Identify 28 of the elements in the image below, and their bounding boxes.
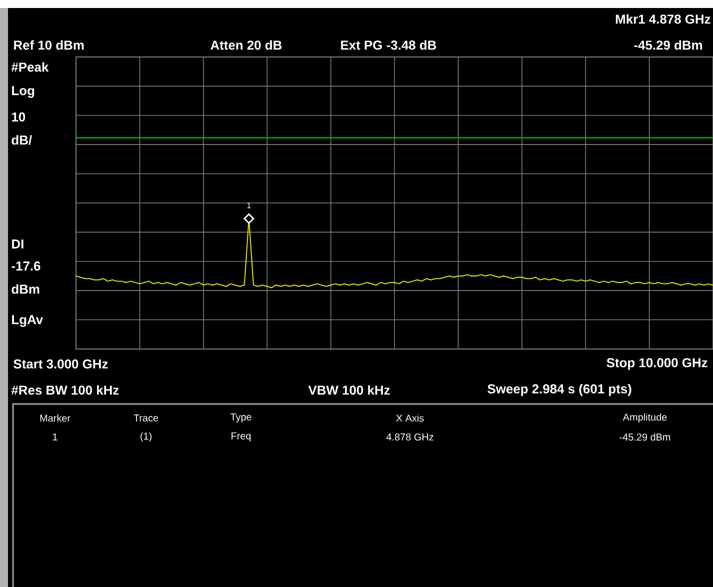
text: 4.878 GHz xyxy=(386,433,434,441)
text: Atten 20 dB xyxy=(210,40,282,50)
text: Ext PG -3.48 dB xyxy=(341,40,436,50)
text: LgAv xyxy=(12,315,44,327)
text: 1 xyxy=(53,434,58,440)
text: Stop 10.000 GHz xyxy=(606,358,708,370)
text: VBW 100 kHz xyxy=(308,385,390,395)
text: dB/ xyxy=(12,135,32,145)
text: Freq xyxy=(232,432,251,442)
text: Start 3.000 GHz xyxy=(14,359,108,369)
text: Type xyxy=(230,414,252,422)
text: Log xyxy=(12,86,34,98)
text: #Res BW 100 kHz xyxy=(11,385,119,395)
text: Amplitude xyxy=(622,413,667,423)
text: -45.29 dBm xyxy=(620,433,670,441)
text: DI xyxy=(12,240,24,248)
text: -45.29 dBm xyxy=(634,40,702,50)
text: dBm xyxy=(12,284,40,294)
text: (1) xyxy=(140,432,152,442)
text: #Peak xyxy=(11,62,49,72)
text: Mkr1 4.878 GHz xyxy=(616,14,710,24)
text: Marker xyxy=(40,414,70,422)
text: X Axis xyxy=(396,414,424,422)
text: 10 xyxy=(12,112,26,122)
text: Trace xyxy=(134,414,158,422)
text: Sweep 2.984 s (601 pts) xyxy=(488,384,632,396)
text: Ref 10 dBm xyxy=(14,40,84,50)
text: -17.6 xyxy=(12,261,40,271)
